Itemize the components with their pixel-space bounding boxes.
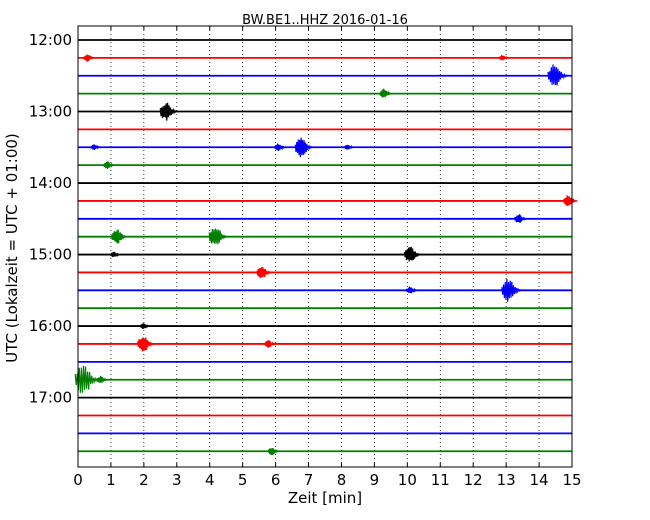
plot-frame <box>77 25 573 468</box>
event-burst <box>90 144 101 150</box>
trace-row <box>78 448 572 456</box>
trace-row <box>78 88 572 98</box>
trace-row <box>78 54 572 62</box>
x-tick-label: 14 <box>530 471 549 489</box>
trace-row <box>78 323 572 329</box>
event-burst <box>110 251 121 258</box>
chart-title: BW.BE1..HHZ 2016-01-16 <box>242 13 408 28</box>
x-tick-label: 5 <box>238 471 248 489</box>
event-burst <box>501 278 524 302</box>
x-tick-label: 2 <box>139 471 149 489</box>
event-burst <box>256 267 273 278</box>
event-burst <box>96 375 109 383</box>
x-tick-label: 13 <box>497 471 516 489</box>
event-burst <box>264 340 277 348</box>
event-burst <box>208 228 230 245</box>
event-burst <box>547 64 570 86</box>
x-tick-label: 0 <box>73 471 83 489</box>
event-burst <box>498 54 510 61</box>
x-tick-label: 3 <box>172 471 182 489</box>
x-tick-label: 12 <box>464 471 483 489</box>
trace-row <box>78 102 572 121</box>
x-tick-label: 9 <box>370 471 380 489</box>
trace-row <box>78 195 578 206</box>
trace-row <box>78 267 572 278</box>
event-burst <box>403 246 423 262</box>
event-burst <box>379 88 393 98</box>
grid <box>110 26 540 467</box>
event-burst <box>159 102 180 121</box>
y-tick-label: 15:00 <box>29 246 72 264</box>
event-burst <box>137 337 156 352</box>
event-burst <box>139 323 151 329</box>
y-tick-label: 17:00 <box>29 389 72 407</box>
x-tick-label: 4 <box>205 471 215 489</box>
x-axis-label: Zeit [min] <box>288 489 362 507</box>
y-tick-label: 13:00 <box>29 103 72 121</box>
trace-row <box>78 278 572 302</box>
x-tick-label: 8 <box>337 471 347 489</box>
y-tick-label: 14:00 <box>29 174 72 192</box>
traces <box>74 39 578 456</box>
event-burst <box>267 448 280 456</box>
x-tick-label: 11 <box>431 471 450 489</box>
trace-row <box>78 137 572 158</box>
y-tick-label: 12:00 <box>29 31 72 49</box>
event-burst <box>83 54 96 62</box>
x-tick-label: 6 <box>271 471 281 489</box>
y-axis-label: UTC (Lokalzeit = UTC + 01:00) <box>3 133 21 363</box>
axis-ticks: 0 1 2 3 4 5 6 7 8 9 10 11 12 13 14 1512:0013:0014:0015:… <box>29 26 582 489</box>
event-burst <box>406 286 419 294</box>
trace-row <box>78 161 572 169</box>
event-burst <box>274 143 287 151</box>
x-tick-label: 10 <box>398 471 417 489</box>
event-burst <box>103 161 116 169</box>
x-tick-label: 7 <box>304 471 314 489</box>
x-tick-label: 15 <box>562 471 581 489</box>
y-tick-label: 16:00 <box>29 317 72 335</box>
trace-row <box>78 214 572 223</box>
event-burst <box>294 137 315 158</box>
trace-row <box>78 64 572 86</box>
event-burst <box>344 144 355 150</box>
trace-row <box>74 365 572 393</box>
trace-row <box>78 337 572 352</box>
event-burst <box>111 229 129 244</box>
x-tick-label: 1 <box>106 471 116 489</box>
event-burst <box>563 195 578 206</box>
event-burst <box>514 214 528 223</box>
trace-row <box>78 228 572 245</box>
trace-row <box>78 246 572 262</box>
